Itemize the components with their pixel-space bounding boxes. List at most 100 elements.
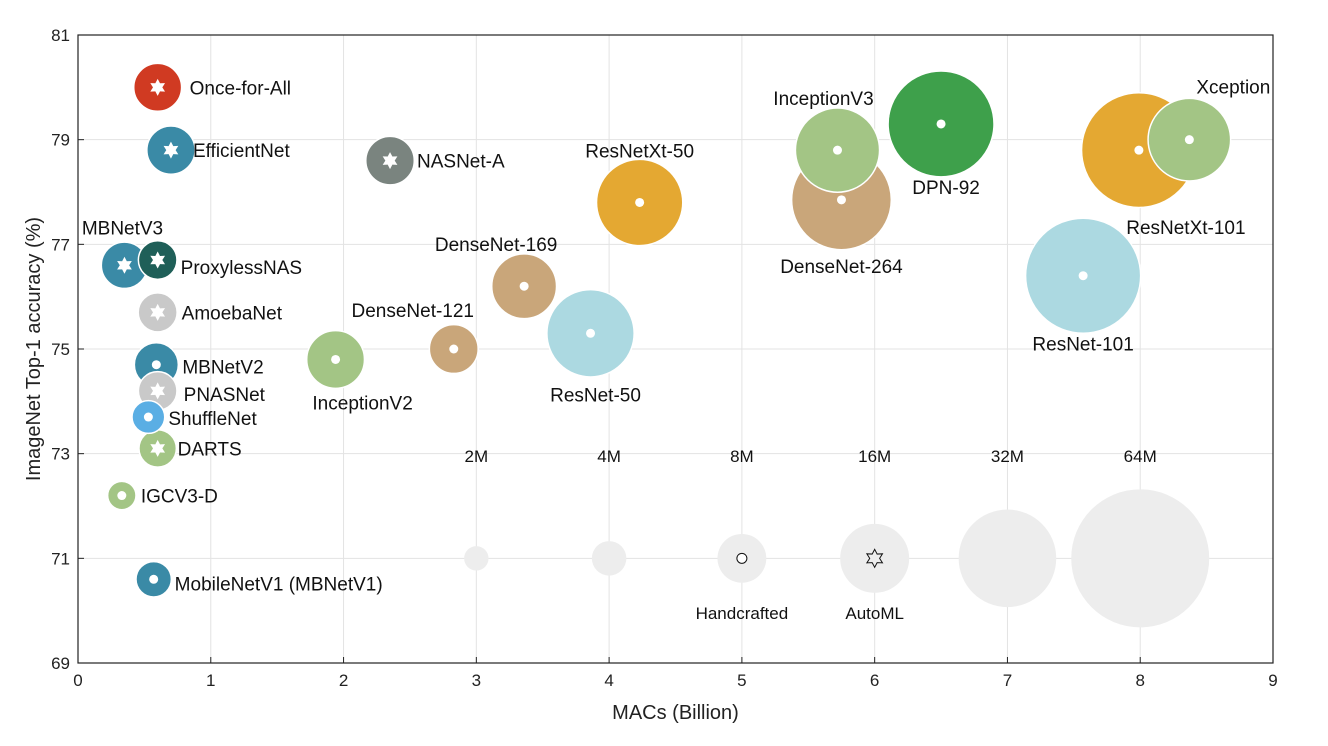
y-tick-label: 81 [51, 26, 70, 45]
dot-icon [1078, 271, 1088, 281]
label-resnet-50: ResNet-50 [550, 385, 641, 406]
size-legend-bubble-32m [958, 509, 1057, 608]
bubble-proxylessnas [137, 239, 178, 281]
dot-icon [832, 145, 842, 155]
dot-icon [143, 412, 153, 422]
bubble-darts [138, 428, 178, 468]
dot-icon [836, 195, 846, 205]
y-axis-ticks: 69 71 73 75 77 79 81 [51, 26, 84, 673]
size-legend-bubble-64m [1071, 489, 1210, 628]
dot-icon [519, 281, 529, 291]
label-mbnetv3: MBNetV3 [82, 218, 163, 239]
bubble-nasnet-a [365, 135, 416, 186]
dot-icon [1134, 145, 1144, 155]
star-icon [150, 303, 166, 321]
bubble-efficientnet [146, 125, 196, 175]
dot-icon [449, 344, 459, 354]
label-mbnetv2: MBNetV2 [182, 358, 263, 379]
dot-icon [151, 360, 161, 370]
size-legend-label-4m: 4M [597, 447, 621, 466]
size-legend-label-16m: 16M [858, 447, 891, 466]
size-legend-bubble-4m [591, 541, 627, 576]
size-legend-label-8m: 8M [730, 447, 754, 466]
bubble-resnet-101 [1024, 217, 1142, 335]
label-densenet-264: DenseNet-264 [780, 257, 903, 278]
x-tick-label: 5 [737, 671, 746, 690]
marker-legend-label-automl: AutoML [845, 604, 904, 623]
star-icon [865, 548, 884, 569]
y-tick-label: 71 [51, 549, 70, 568]
dot-icon [635, 197, 645, 207]
x-tick-label: 1 [206, 671, 215, 690]
bubble-resnet-50 [546, 288, 635, 378]
x-tick-label: 6 [870, 671, 879, 690]
bubble-dpn-92 [887, 70, 995, 178]
x-tick-label: 3 [472, 671, 481, 690]
dot-icon [331, 354, 341, 364]
star-icon [150, 439, 166, 457]
label-efficientnet: EfficientNet [193, 141, 291, 162]
dot-icon [117, 491, 127, 501]
bubble-mobilenetv1-mbnetv1 [135, 560, 173, 598]
y-tick-label: 69 [51, 654, 70, 673]
size-legend-label-2m: 2M [465, 447, 489, 466]
y-axis-label: ImageNet Top-1 accuracy (%) [23, 217, 45, 481]
bubble-densenet-121 [428, 323, 479, 375]
label-proxylessnas: ProxylessNAS [181, 258, 302, 279]
x-tick-label: 2 [339, 671, 348, 690]
dot-icon [1184, 135, 1194, 145]
bubble-shufflenet [131, 399, 166, 435]
x-tick-label: 4 [604, 671, 613, 690]
star-icon [382, 152, 398, 170]
data-bubbles [100, 62, 1232, 598]
label-igcv3-d: IGCV3-D [141, 487, 218, 508]
bubble-igcv3-d [106, 480, 137, 511]
star-icon [150, 251, 166, 269]
x-tick-label: 7 [1003, 671, 1012, 690]
bubble-xception [1147, 97, 1232, 182]
label-pnasnet: PNASNet [184, 385, 266, 406]
bubble-resnetxt-50 [595, 158, 684, 247]
x-tick-label: 8 [1135, 671, 1144, 690]
bubble-amoebanet [137, 292, 178, 333]
dot-icon [149, 574, 159, 584]
label-mobilenetv1-mbnetv1: MobileNetV1 (MBNetV1) [175, 574, 383, 595]
x-tick-label: 0 [73, 671, 82, 690]
dot-icon [936, 119, 946, 129]
star-icon [150, 78, 166, 96]
label-resnet-101: ResNet-101 [1032, 335, 1133, 356]
star-icon [163, 141, 179, 159]
y-tick-label: 79 [51, 131, 70, 150]
y-tick-label: 77 [51, 235, 70, 254]
size-legend-bubble-16m [840, 523, 910, 593]
dot-icon [586, 328, 596, 338]
y-tick-label: 73 [51, 445, 70, 464]
size-legend-label-32m: 32M [991, 447, 1024, 466]
label-dpn-92: DPN-92 [912, 178, 980, 199]
label-densenet-169: DenseNet-169 [435, 235, 558, 256]
label-nasnet-a: NASNet-A [417, 152, 505, 173]
label-resnetxt-101: ResNetXt-101 [1126, 218, 1245, 239]
label-once-for-all: Once-for-All [190, 78, 291, 99]
marker-legend-label-handcrafted: Handcrafted [696, 604, 789, 623]
label-resnetxt-50: ResNetXt-50 [585, 141, 694, 162]
x-axis-label: MACs (Billion) [612, 702, 739, 724]
label-inceptionv2: InceptionV2 [312, 393, 412, 414]
circle-dot-icon [736, 552, 748, 564]
size-legend-label-64m: 64M [1124, 447, 1157, 466]
size-legend-bubble-2m [464, 546, 489, 571]
star-icon [150, 382, 166, 400]
bubble-inceptionv2 [305, 329, 366, 390]
bubble-inceptionv3 [794, 107, 881, 193]
label-amoebanet: AmoebaNet [182, 303, 283, 324]
label-inceptionv3: InceptionV3 [773, 89, 873, 110]
bubble-once-for-all [132, 62, 183, 113]
star-icon [117, 256, 132, 274]
x-axis-ticks: 0 1 2 3 4 5 6 7 8 9 [73, 657, 1278, 690]
bubble-densenet-169 [490, 253, 558, 320]
x-tick-label: 9 [1268, 671, 1277, 690]
label-darts: DARTS [178, 439, 242, 460]
data-labels: Once-for-All EfficientNet NASNet-A MBNetV3 P… [82, 78, 1271, 596]
label-shufflenet: ShuffleNet [168, 409, 257, 430]
